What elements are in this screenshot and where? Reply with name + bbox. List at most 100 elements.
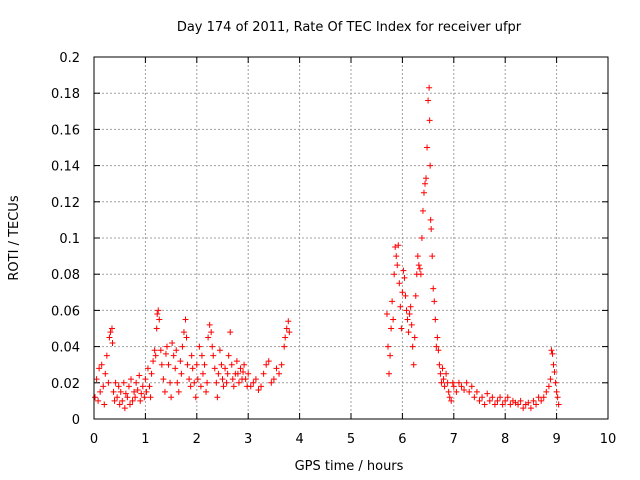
data-point	[92, 394, 99, 401]
data-point	[431, 298, 438, 305]
data-point	[489, 394, 496, 401]
data-point	[497, 394, 504, 401]
data-point	[545, 383, 552, 390]
data-point	[102, 370, 109, 377]
data-point	[283, 325, 290, 332]
data-point	[398, 325, 405, 332]
data-point	[265, 358, 272, 365]
data-point	[426, 117, 433, 124]
data-point	[418, 235, 425, 241]
data-point	[234, 370, 241, 377]
data-point	[458, 383, 465, 390]
data-point	[389, 298, 396, 305]
data-point	[551, 368, 558, 375]
data-point	[276, 370, 283, 377]
data-point	[169, 339, 176, 346]
data-point	[157, 347, 164, 354]
data-point	[407, 303, 414, 310]
data-point	[427, 162, 434, 169]
data-point	[424, 144, 431, 151]
x-tick-label: 9	[552, 432, 560, 447]
data-point	[401, 274, 408, 281]
data-point	[434, 334, 441, 341]
y-tick-label: 0.16	[51, 123, 80, 138]
data-point	[160, 376, 167, 383]
data-point	[476, 397, 483, 404]
data-point	[116, 401, 123, 408]
data-point	[258, 383, 265, 390]
data-point	[119, 397, 126, 404]
data-point	[191, 379, 198, 386]
data-point	[112, 379, 119, 386]
data-point	[517, 397, 524, 404]
data-point	[121, 405, 128, 412]
x-tick-label: 1	[141, 432, 149, 447]
data-point	[535, 394, 542, 401]
data-point	[134, 387, 141, 394]
data-point	[549, 350, 556, 357]
data-point	[117, 388, 124, 395]
chart-title: Day 174 of 2011, Rate Of TEC Index for r…	[177, 20, 522, 35]
data-point	[445, 388, 452, 395]
data-point	[429, 253, 436, 260]
data-point	[227, 329, 234, 336]
data-point	[205, 334, 212, 341]
data-point	[173, 347, 180, 354]
data-point	[428, 225, 435, 232]
data-point	[188, 352, 195, 359]
data-point	[110, 388, 117, 395]
data-point	[125, 383, 132, 390]
data-point	[222, 365, 229, 372]
data-point	[550, 361, 557, 368]
data-point	[132, 394, 139, 401]
data-point	[153, 325, 160, 332]
data-point	[154, 311, 161, 318]
data-point	[397, 303, 404, 310]
x-tick-label: 5	[347, 432, 355, 447]
data-point	[143, 388, 150, 395]
data-point	[124, 394, 131, 401]
data-point	[399, 289, 406, 296]
y-tick-label: 0.2	[59, 51, 80, 66]
data-point	[555, 401, 562, 408]
data-point	[175, 388, 182, 395]
data-point	[468, 383, 475, 390]
data-point	[461, 387, 468, 394]
data-point	[115, 383, 122, 390]
data-point	[214, 394, 221, 401]
data-point	[131, 388, 138, 395]
data-point	[237, 365, 244, 372]
data-point	[136, 372, 143, 379]
y-tick-label: 0.1	[59, 232, 80, 247]
data-point	[225, 352, 232, 359]
data-point	[502, 397, 509, 404]
data-point	[147, 394, 154, 401]
data-point	[278, 361, 285, 368]
axes: 0 1 2 3 4 5 6 7 8 9 10 0 0.02 0.04 0.06 0.08 0.1 0.12 0.14…	[51, 51, 616, 447]
data-point	[525, 399, 532, 406]
data-point	[481, 401, 488, 408]
data-point	[93, 376, 100, 383]
data-point	[138, 390, 145, 397]
data-point	[167, 379, 174, 386]
data-point	[408, 321, 415, 328]
data-point	[533, 401, 540, 408]
data-point	[126, 401, 133, 408]
data-point	[416, 265, 423, 272]
data-point	[479, 394, 486, 401]
data-point	[388, 325, 395, 332]
data-point	[95, 397, 102, 404]
data-point	[229, 376, 236, 383]
data-point	[172, 365, 179, 372]
data-point	[209, 343, 216, 350]
x-tick-label: 0	[90, 432, 98, 447]
y-tick-label: 0.06	[51, 304, 80, 319]
y-tick-label: 0.14	[51, 160, 80, 175]
data-point	[235, 379, 242, 386]
data-point	[170, 352, 177, 359]
data-point	[417, 271, 424, 278]
data-point	[427, 216, 434, 223]
data-point	[179, 343, 186, 350]
data-point	[466, 388, 473, 395]
